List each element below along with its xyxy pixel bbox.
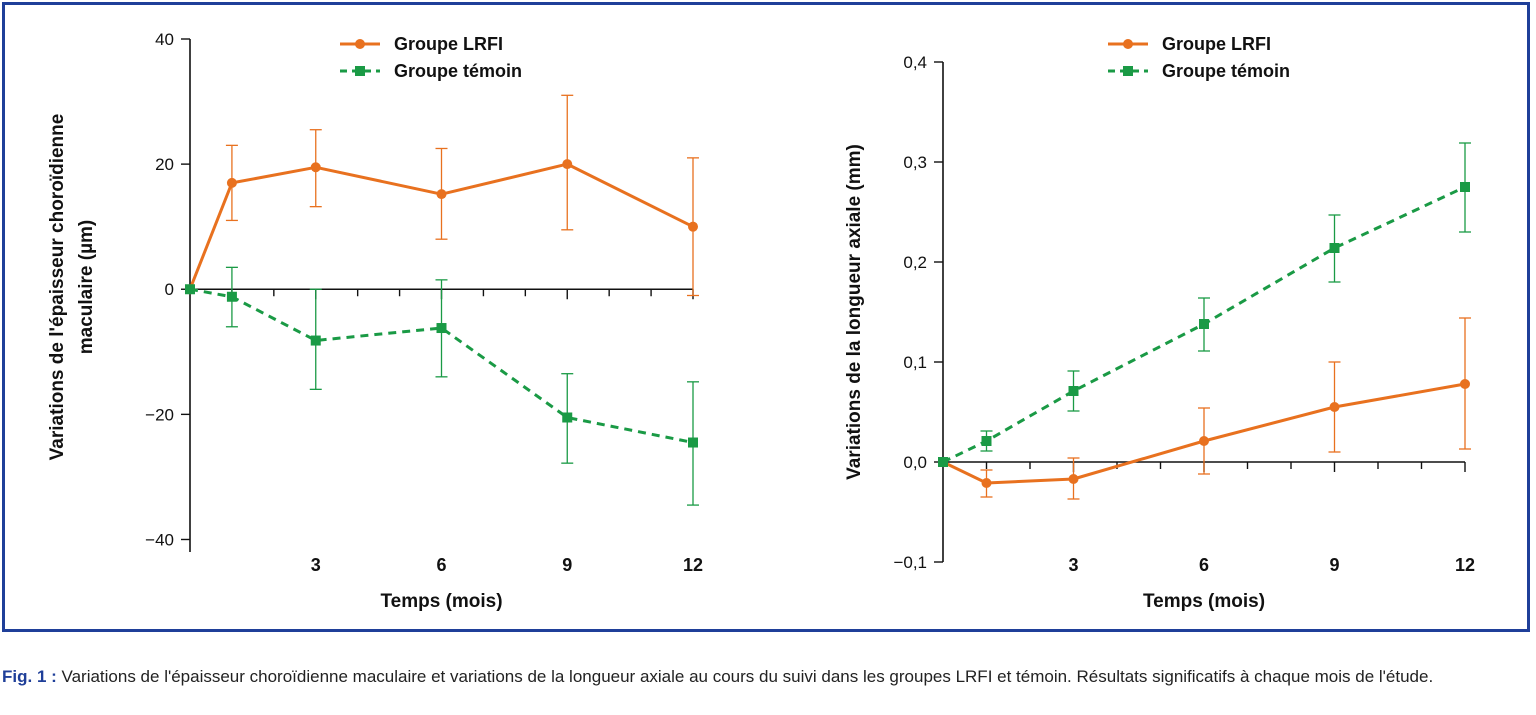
y-tick-label: −40 [145, 530, 174, 549]
y-tick-label: 20 [155, 155, 174, 174]
y-tick-label: 0,4 [903, 53, 927, 72]
data-point [310, 162, 321, 173]
x-tick-label: 3 [311, 555, 321, 575]
y-axis-title-line: maculaire (µm) [76, 220, 97, 355]
legend-marker [1123, 39, 1133, 49]
data-point [185, 284, 195, 295]
data-point [436, 189, 447, 200]
x-tick-label: 12 [1455, 555, 1475, 575]
y-tick-label: 0,3 [903, 153, 927, 172]
data-point [562, 412, 573, 423]
x-tick-label: 3 [1068, 555, 1078, 575]
y-tick-label: 40 [155, 30, 174, 49]
legend-marker [355, 66, 365, 76]
figure-caption: Fig. 1 : Variations de l'épaisseur choro… [2, 665, 1532, 688]
y-tick-label: −0,1 [893, 553, 927, 572]
data-point [226, 291, 237, 302]
data-point [981, 478, 992, 488]
data-point [1460, 379, 1470, 389]
caption-text: Variations de l'épaisseur choroïdienne m… [56, 667, 1434, 686]
y-axis-title-line: Variations de l'épaisseur choroïdienne [47, 114, 68, 461]
x-tick-label: 9 [1329, 555, 1339, 575]
series-line [942, 382, 1466, 485]
data-point [226, 177, 237, 188]
x-tick-label: 6 [1199, 555, 1209, 575]
caption-lead: Fig. 1 : [2, 667, 57, 686]
figure-charts: 40 20 0 −20 −40 3 6 9 12 Temps (mois) Variations d… [47, 30, 1475, 612]
figure-frame [2, 2, 1530, 632]
x-axis-title: Temps (mois) [1143, 591, 1265, 612]
chart-2: 0,4 0,3 0,2 0,1 0,0 −0,1 3 6 9 12 Temps (mois) Vari… [844, 34, 1475, 612]
data-point [688, 437, 698, 448]
y-tick-label: 0,0 [903, 453, 927, 472]
data-point [436, 323, 447, 334]
data-point [938, 457, 948, 467]
data-point [562, 159, 573, 170]
legend-label: Groupe témoin [1162, 61, 1290, 81]
data-point [688, 221, 698, 232]
data-point [1199, 436, 1209, 446]
y-tick-label: 0,1 [903, 353, 927, 372]
series-line [188, 162, 694, 290]
series-lrfi: Groupe LRFI [938, 34, 1471, 500]
series-temoin: Groupe témoin [185, 61, 699, 506]
x-tick-label: 6 [436, 555, 446, 575]
legend-label: Groupe LRFI [394, 34, 503, 54]
x-axis-title: Temps (mois) [380, 591, 502, 612]
series-line [189, 287, 694, 444]
chart-1: 40 20 0 −20 −40 3 6 9 12 Temps (mois) Variations d… [47, 30, 703, 612]
data-point [1199, 319, 1209, 329]
legend-marker [355, 39, 365, 49]
y-tick-label: 0,2 [903, 253, 927, 272]
series-temoin: Groupe témoin [938, 61, 1471, 467]
y-tick-label: −20 [145, 405, 174, 424]
legend-label: Groupe témoin [394, 61, 522, 81]
legend-marker [1123, 66, 1133, 76]
y-axis-title-line: Variations de la longueur axiale (mm) [844, 144, 865, 480]
data-point [310, 335, 321, 346]
data-point [1329, 402, 1340, 412]
x-tick-label: 12 [683, 555, 703, 575]
data-point [981, 436, 992, 446]
y-tick-label: 0 [165, 280, 174, 299]
data-point [1460, 182, 1470, 192]
data-point [1329, 243, 1340, 253]
x-tick-label: 9 [562, 555, 572, 575]
data-point [1068, 474, 1079, 484]
legend-label: Groupe LRFI [1162, 34, 1271, 54]
data-point [1068, 386, 1079, 396]
